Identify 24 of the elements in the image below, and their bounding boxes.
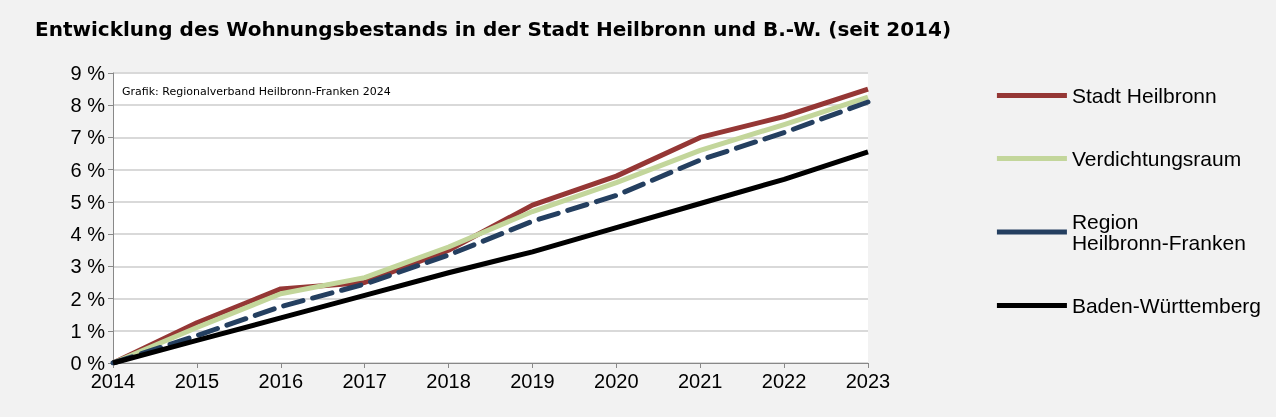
legend-label: Verdichtungsraum (1071, 147, 1242, 170)
legend-label: Region Heilbronn-Franken (1071, 210, 1246, 254)
y-tick-label: 5 % (70, 190, 106, 213)
annotation: Grafik: Regionalverband Heilbronn-Franken 2024 (122, 85, 391, 98)
y-tick-label: 7 % (70, 126, 106, 149)
x-tick-label: 2022 (761, 370, 807, 392)
x-tick-label: 2020 (594, 370, 639, 392)
x-tick-label: 2021 (677, 370, 723, 392)
y-tick-label: 3 % (70, 255, 106, 278)
x-tick-label: 2015 (174, 370, 220, 392)
y-tick-label: 2 % (70, 287, 106, 310)
x-tick-label: 2019 (510, 370, 555, 392)
chart-title: Entwicklung des Wohnungsbestands in der Stadt Heilbronn und B.-W. (seit 2014) (35, 17, 952, 41)
y-tick-label: 9 % (70, 62, 106, 84)
x-tick-label: 2016 (258, 370, 304, 392)
x-tick-label: 2023 (845, 370, 891, 392)
legend-label: Stadt Heilbronn (1071, 84, 1217, 107)
legend-label: Baden-Württemberg (1071, 294, 1262, 317)
y-tick-label: 6 % (70, 158, 106, 181)
x-tick-label: 2018 (426, 370, 471, 392)
y-tick-label: 1 % (70, 319, 106, 342)
y-tick-label: 8 % (70, 94, 106, 117)
x-tick-label: 2017 (342, 370, 387, 392)
y-tick-label: 4 % (70, 223, 106, 246)
